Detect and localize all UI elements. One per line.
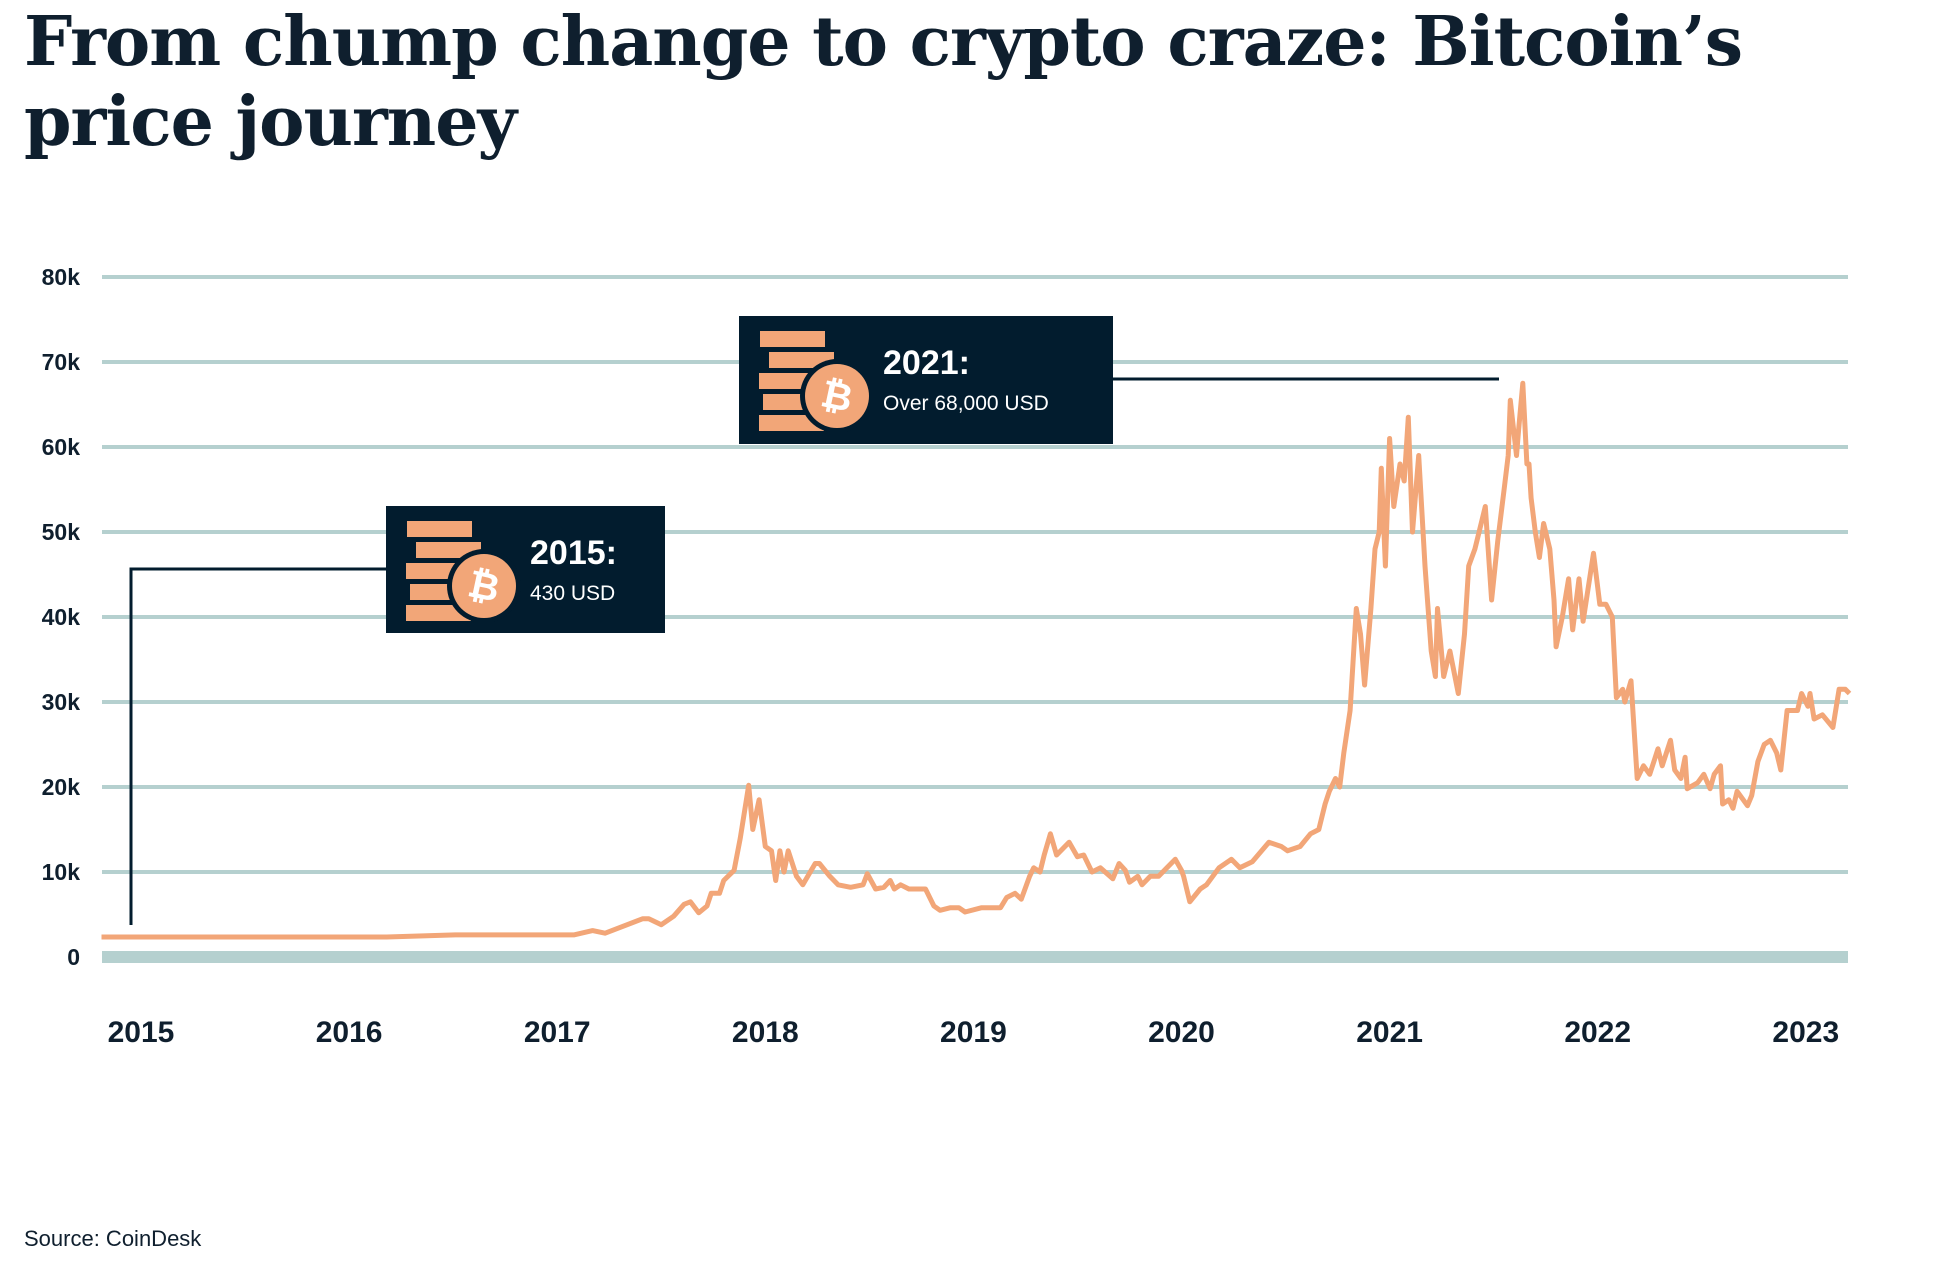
annotation-leader-2015 — [129, 567, 390, 925]
x-tick-label: 2023 — [1772, 1016, 1839, 1049]
x-tick-label: 2022 — [1564, 1016, 1631, 1049]
annotation-title: 2021: — [883, 344, 970, 382]
annotation-leaders — [129, 377, 1499, 925]
annotation-title: 2015: — [530, 534, 617, 572]
x-tick-label: 2018 — [732, 1016, 799, 1049]
annotations: ₿2015:430 USD₿2021:Over 68,000 USD — [386, 316, 1113, 633]
annotation-2015: ₿2015: 430 USD — [386, 506, 665, 633]
y-tick-label: 0 — [67, 944, 80, 970]
annotation-text: Over 68,000 USD — [883, 392, 1049, 415]
y-tick-label: 40k — [42, 604, 81, 630]
x-tick-label: 2016 — [316, 1016, 383, 1049]
bitcoin-coin-stack-icon: ₿ — [759, 331, 874, 433]
x-tick-label: 2021 — [1356, 1016, 1423, 1049]
annotation-2021: ₿2021: Over 68,000 USD — [739, 316, 1113, 444]
chart-title: From chump change to crypto craze: Bitco… — [24, 2, 1743, 162]
y-tick-label: 70k — [42, 349, 81, 375]
baseline — [102, 951, 1848, 963]
y-tick-label: 20k — [42, 774, 81, 800]
annotation-text: 430 USD — [530, 582, 615, 605]
price-line — [101, 380, 1852, 940]
gridlines — [102, 275, 1848, 963]
source-note: Source: CoinDesk — [24, 1226, 202, 1251]
x-tick-label: 2015 — [108, 1016, 175, 1049]
y-tick-label: 80k — [42, 264, 81, 290]
x-tick-label: 2017 — [524, 1016, 591, 1049]
x-tick-label: 2020 — [1148, 1016, 1215, 1049]
y-tick-label: 60k — [42, 434, 81, 460]
bitcoin-coin-stack-icon: ₿ — [406, 521, 521, 623]
x-axis-ticks: 2015 2016 2017 2018 2019 2020 2021 2022 2023 — [108, 1016, 1840, 1049]
x-tick-label: 2019 — [940, 1016, 1007, 1049]
y-axis-ticks: 0 10k 20k 30k 40k 50k 60k 70k 80k — [42, 264, 81, 970]
y-tick-label: 30k — [42, 689, 81, 715]
y-tick-label: 50k — [42, 519, 81, 545]
y-tick-label: 10k — [42, 859, 81, 885]
